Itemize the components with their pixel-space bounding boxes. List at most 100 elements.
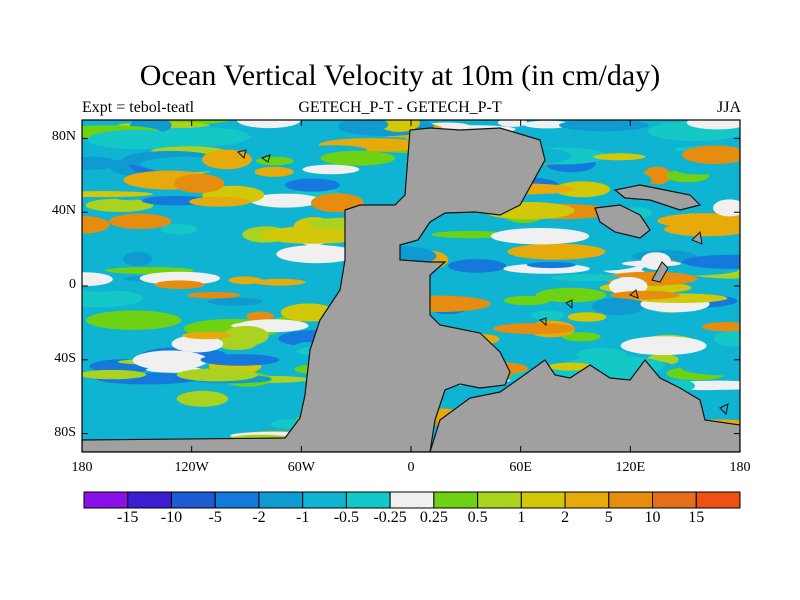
lat-label: 0: [69, 277, 76, 292]
velocity-patch: [132, 350, 208, 371]
velocity-patch: [507, 243, 606, 260]
lat-label: 40N: [51, 203, 76, 219]
velocity-patch: [82, 156, 119, 170]
velocity-patch: [548, 362, 594, 371]
colorbar-box: [433, 491, 479, 509]
velocity-patch: [82, 233, 124, 246]
velocity-patch: [526, 261, 576, 269]
velocity-patch: [176, 390, 229, 407]
velocity-patch: [610, 290, 680, 300]
lon-label: 180: [729, 460, 751, 475]
velocity-patch: [246, 311, 275, 321]
velocity-patch: [675, 165, 727, 175]
velocity-patch: [592, 297, 644, 316]
colorbar-label: -2: [252, 509, 266, 526]
velocity-patch: [160, 224, 198, 235]
velocity-patch: [550, 274, 620, 282]
experiment-label: Expt = tebol-teatl: [82, 99, 195, 116]
small-islands: [237, 149, 729, 416]
velocity-patch: [681, 145, 740, 165]
velocity-patch: [182, 331, 232, 340]
velocity-patch: [497, 120, 528, 127]
velocity-patch: [250, 193, 321, 208]
velocity-patch: [260, 226, 367, 244]
colorbar-label: -0.25: [373, 509, 407, 526]
colorbar-box: [170, 491, 216, 509]
velocity-patch: [87, 129, 186, 150]
velocity-patch: [503, 295, 551, 306]
velocity-patch: [590, 356, 622, 372]
colorbar-label: 1: [517, 509, 526, 526]
lon-label: 0: [407, 460, 415, 475]
lat-label: 80S: [54, 424, 76, 440]
colorbar-box: [345, 491, 391, 509]
velocity-patch: [82, 216, 110, 234]
velocity-patch: [713, 199, 740, 217]
lon-label: 120E: [615, 460, 646, 475]
velocity-patch: [82, 289, 143, 308]
colorbar-label: 0.25: [419, 509, 448, 526]
velocity-patch: [492, 323, 575, 335]
velocity-patch: [285, 178, 340, 192]
velocity-patch: [200, 354, 280, 366]
landmass-west: [82, 127, 546, 452]
lon-label: 180: [71, 460, 93, 475]
axis-ticks: [81, 120, 741, 452]
velocity-patch: [228, 276, 262, 285]
velocity-patch: [82, 191, 154, 198]
velocity-patch: [681, 359, 740, 376]
velocity-patch: [254, 278, 306, 286]
plot-title: Ocean Vertical Velocity at 10m (in cm/da…: [139, 59, 661, 92]
colorbar-box: [608, 491, 654, 509]
landmass-east: [429, 359, 740, 452]
velocity-patch: [207, 297, 263, 306]
velocity-patch: [713, 331, 740, 347]
colorbar-box: [302, 491, 347, 509]
velocity-patch: [171, 335, 224, 353]
velocity-patch: [256, 156, 294, 166]
dataset-label: GETECH_P-T - GETECH_P-T: [298, 99, 502, 116]
velocity-patch: [254, 166, 294, 177]
colorbar-box: [83, 491, 129, 509]
velocity-patch: [154, 280, 205, 290]
velocity-patch: [82, 272, 113, 287]
velocity-patch: [187, 292, 241, 299]
colorbar-label: 5: [604, 509, 613, 526]
lat-label: 40S: [54, 350, 76, 366]
velocity-patch: [535, 287, 607, 303]
colorbar-label: 15: [688, 509, 705, 526]
velocity-patch: [223, 325, 269, 346]
velocity-patch: [562, 332, 601, 342]
velocity-patch: [620, 336, 707, 356]
velocity-patch: [320, 150, 395, 166]
velocity-patch: [554, 181, 611, 198]
lat-label: 80N: [51, 129, 76, 145]
colorbar-box: [695, 491, 741, 509]
lon-label: 60E: [509, 460, 532, 475]
lon-label: 120W: [174, 460, 209, 475]
colorbar-box: [477, 491, 522, 509]
velocity-patch: [593, 153, 646, 161]
velocity-patch: [559, 120, 649, 132]
velocity-patch: [236, 120, 301, 129]
colorbar-label: 10: [644, 509, 661, 526]
velocity-patch: [448, 259, 507, 273]
colorbar-label: -10: [160, 509, 183, 526]
velocity-patch: [176, 368, 258, 382]
colorbar-label: 2: [561, 509, 570, 526]
velocity-patch: [85, 198, 154, 212]
colorbar-box: [520, 491, 566, 509]
lon-label: 60W: [287, 460, 315, 475]
colorbar-label: -0.5: [333, 509, 360, 526]
velocity-patch: [357, 120, 389, 131]
season-label: JJA: [716, 99, 741, 116]
island-north-east: [594, 184, 702, 239]
velocity-patch: [608, 276, 648, 296]
velocity-patch: [664, 222, 740, 237]
colorbar-box: [258, 491, 304, 509]
colorbar-box: [389, 491, 435, 509]
velocity-patch: [197, 320, 235, 332]
velocity-patch: [531, 310, 565, 321]
